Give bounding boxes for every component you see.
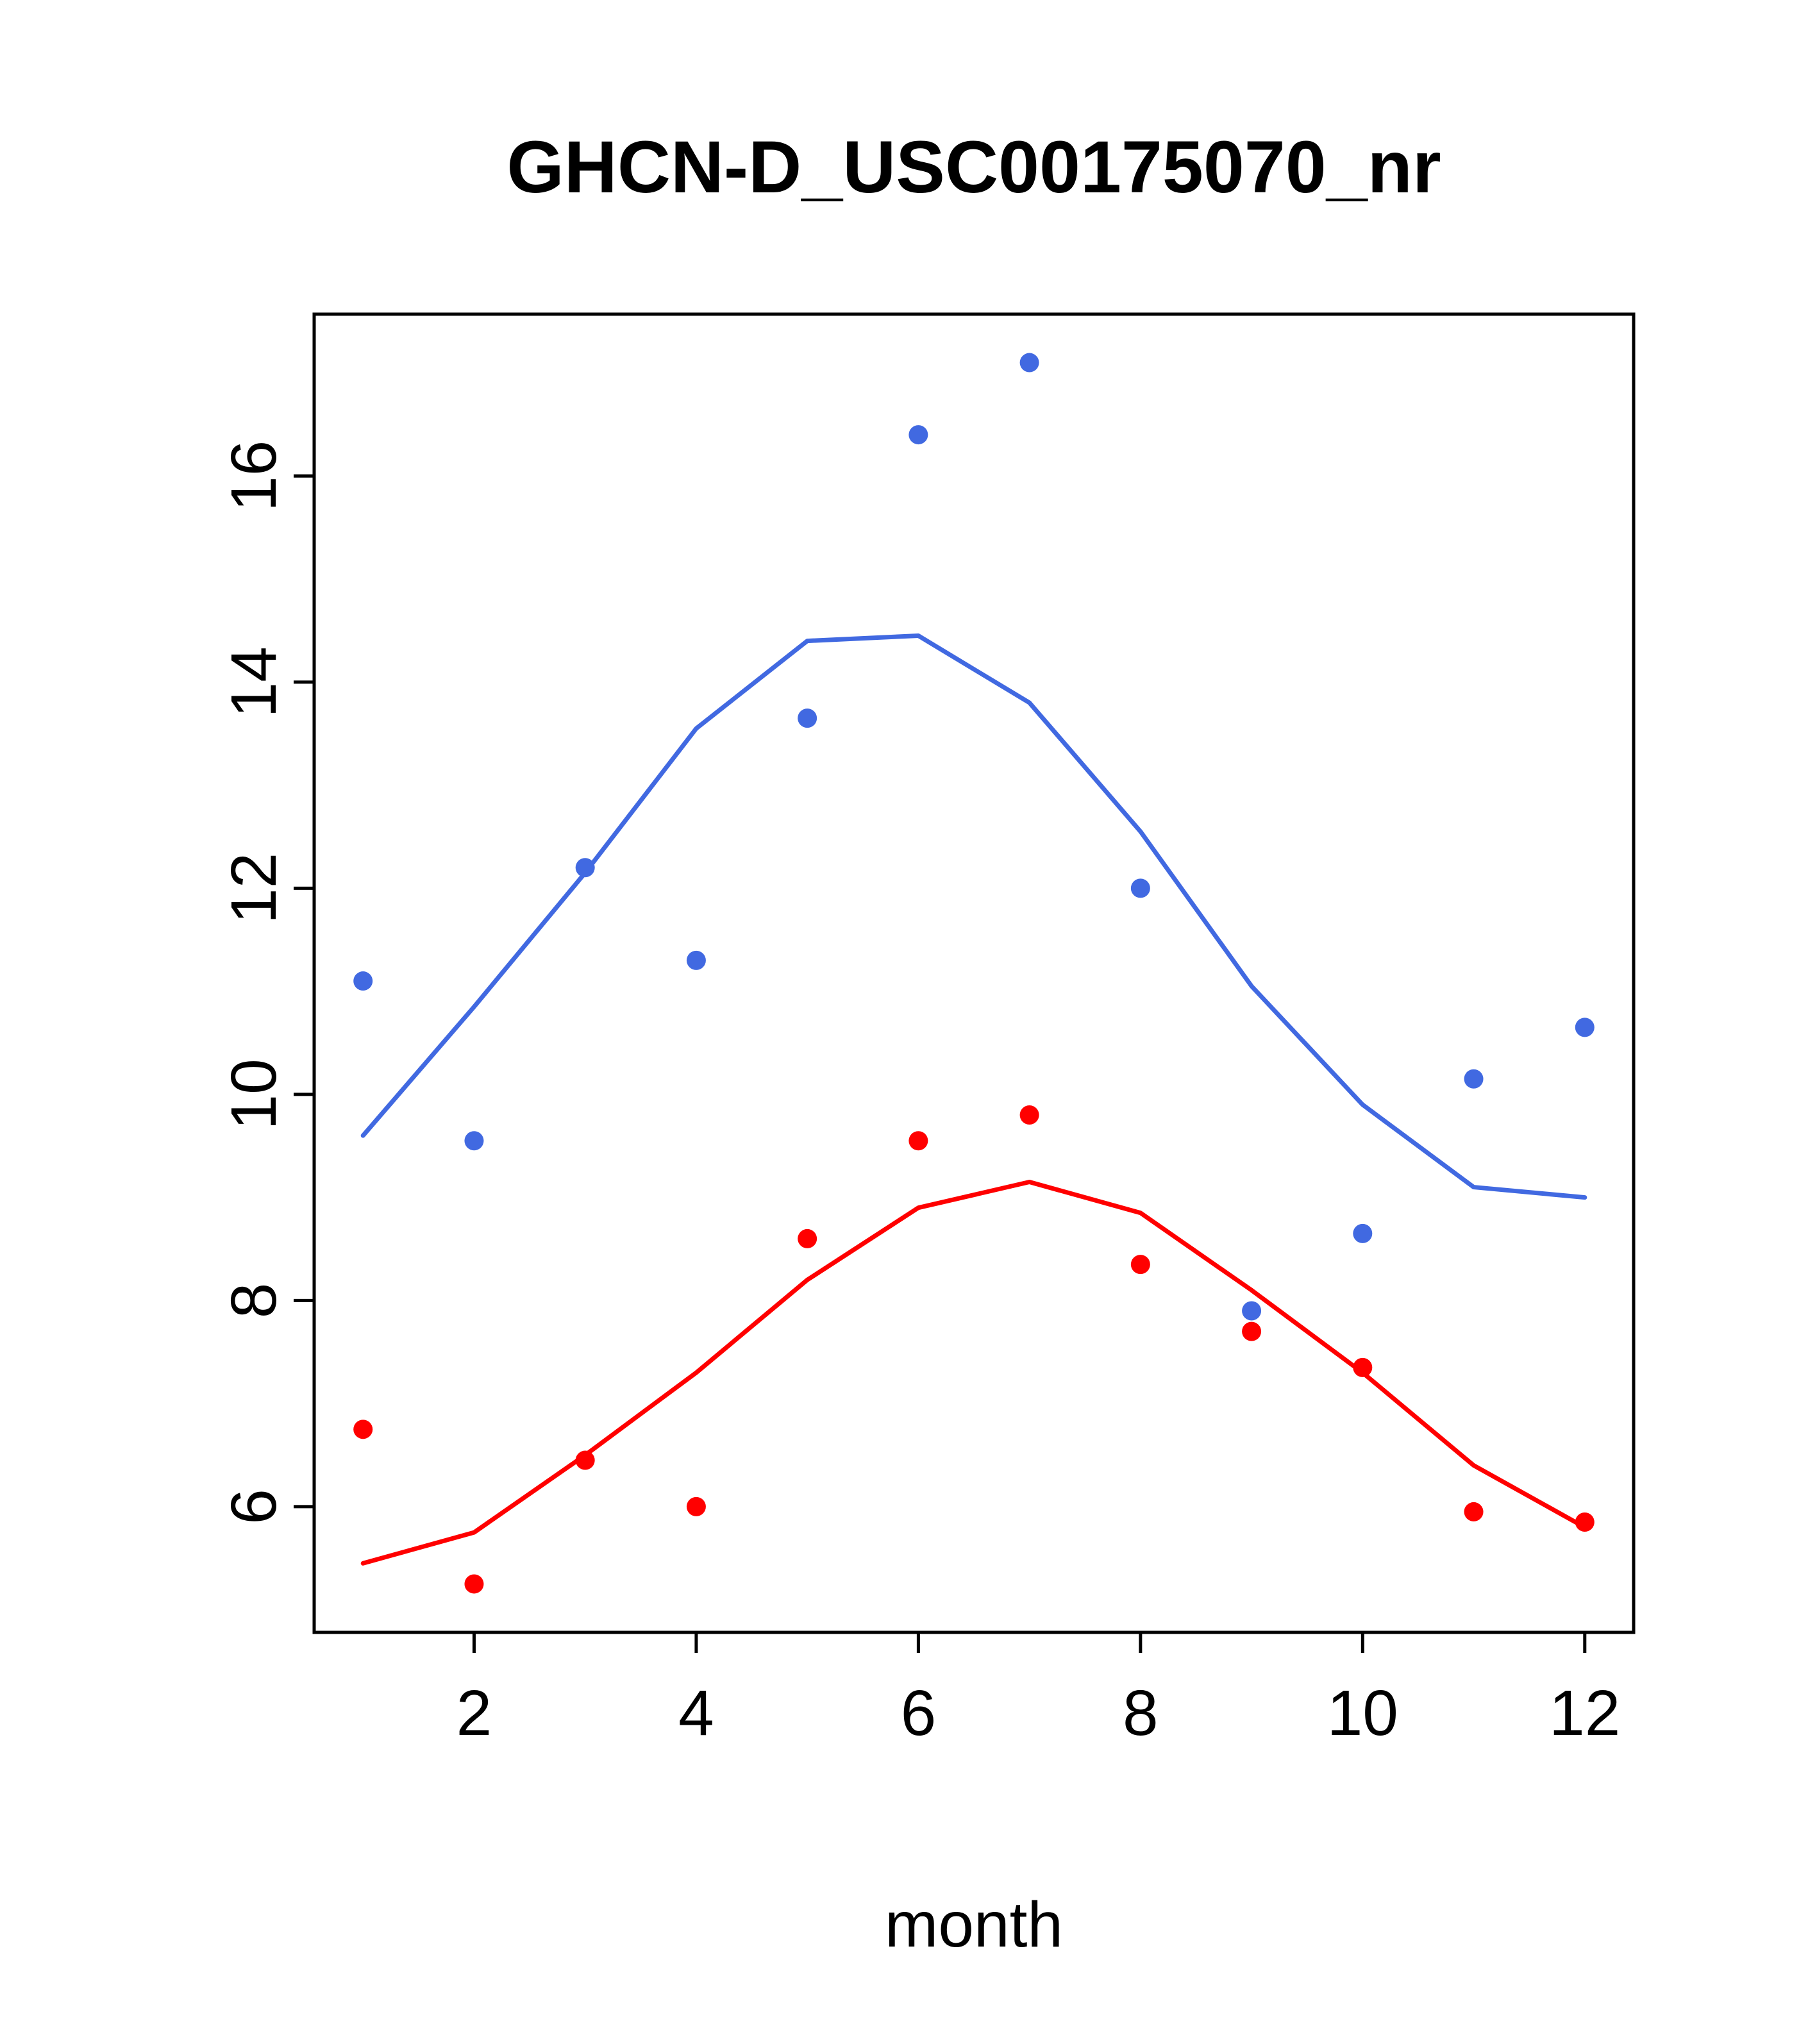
blue-points-marker: [686, 950, 706, 970]
blue-points-marker: [1019, 353, 1039, 373]
red-points-marker: [575, 1450, 595, 1470]
blue-points-marker: [1353, 1223, 1373, 1243]
red-points-marker: [1242, 1321, 1262, 1341]
x-axis-label: month: [885, 1889, 1063, 1961]
x-axis-tick-label: 6: [901, 1677, 937, 1749]
blue-points-marker: [1130, 878, 1150, 898]
y-axis-tick-label: 12: [218, 853, 290, 924]
y-axis-tick-label: 6: [218, 1489, 290, 1525]
blue-points-marker: [353, 971, 373, 991]
red-points-marker: [686, 1496, 706, 1516]
red-points-marker: [1464, 1502, 1484, 1521]
blue-points-marker: [1575, 1018, 1595, 1037]
plot-border: [312, 312, 1636, 1634]
x-axis-tick-label: 2: [456, 1677, 492, 1749]
red-points-marker: [1130, 1255, 1150, 1275]
blue-points-marker: [575, 858, 595, 878]
series-red-line: [360, 1180, 1587, 1566]
red-points-marker: [464, 1574, 484, 1594]
y-axis-tick-label: 10: [218, 1059, 290, 1130]
x-axis-tick-label: 10: [1327, 1677, 1398, 1749]
y-axis-tick-label: 16: [218, 440, 290, 512]
blue-points-marker: [1464, 1069, 1484, 1089]
red-points-marker: [908, 1131, 928, 1151]
red-points-marker: [353, 1420, 373, 1439]
x-axis-tick-label: 4: [678, 1677, 714, 1749]
red-points-marker: [798, 1228, 817, 1248]
blue-points-marker: [798, 708, 817, 728]
blue-points-marker: [908, 425, 928, 445]
y-axis-tick-label: 8: [218, 1283, 290, 1319]
y-axis-tick-label: 14: [218, 646, 290, 717]
chart-title: GHCN-D_USC00175070_nr: [507, 126, 1441, 208]
red-points-marker: [1353, 1357, 1373, 1377]
red-points-marker: [1019, 1105, 1039, 1125]
blue-points-marker: [1242, 1301, 1262, 1321]
x-axis-tick-label: 8: [1123, 1677, 1159, 1749]
red-points-marker: [1575, 1512, 1595, 1532]
x-axis-tick-label: 12: [1549, 1677, 1620, 1749]
blue-points-marker: [464, 1131, 484, 1151]
series-blue-line: [360, 633, 1587, 1200]
